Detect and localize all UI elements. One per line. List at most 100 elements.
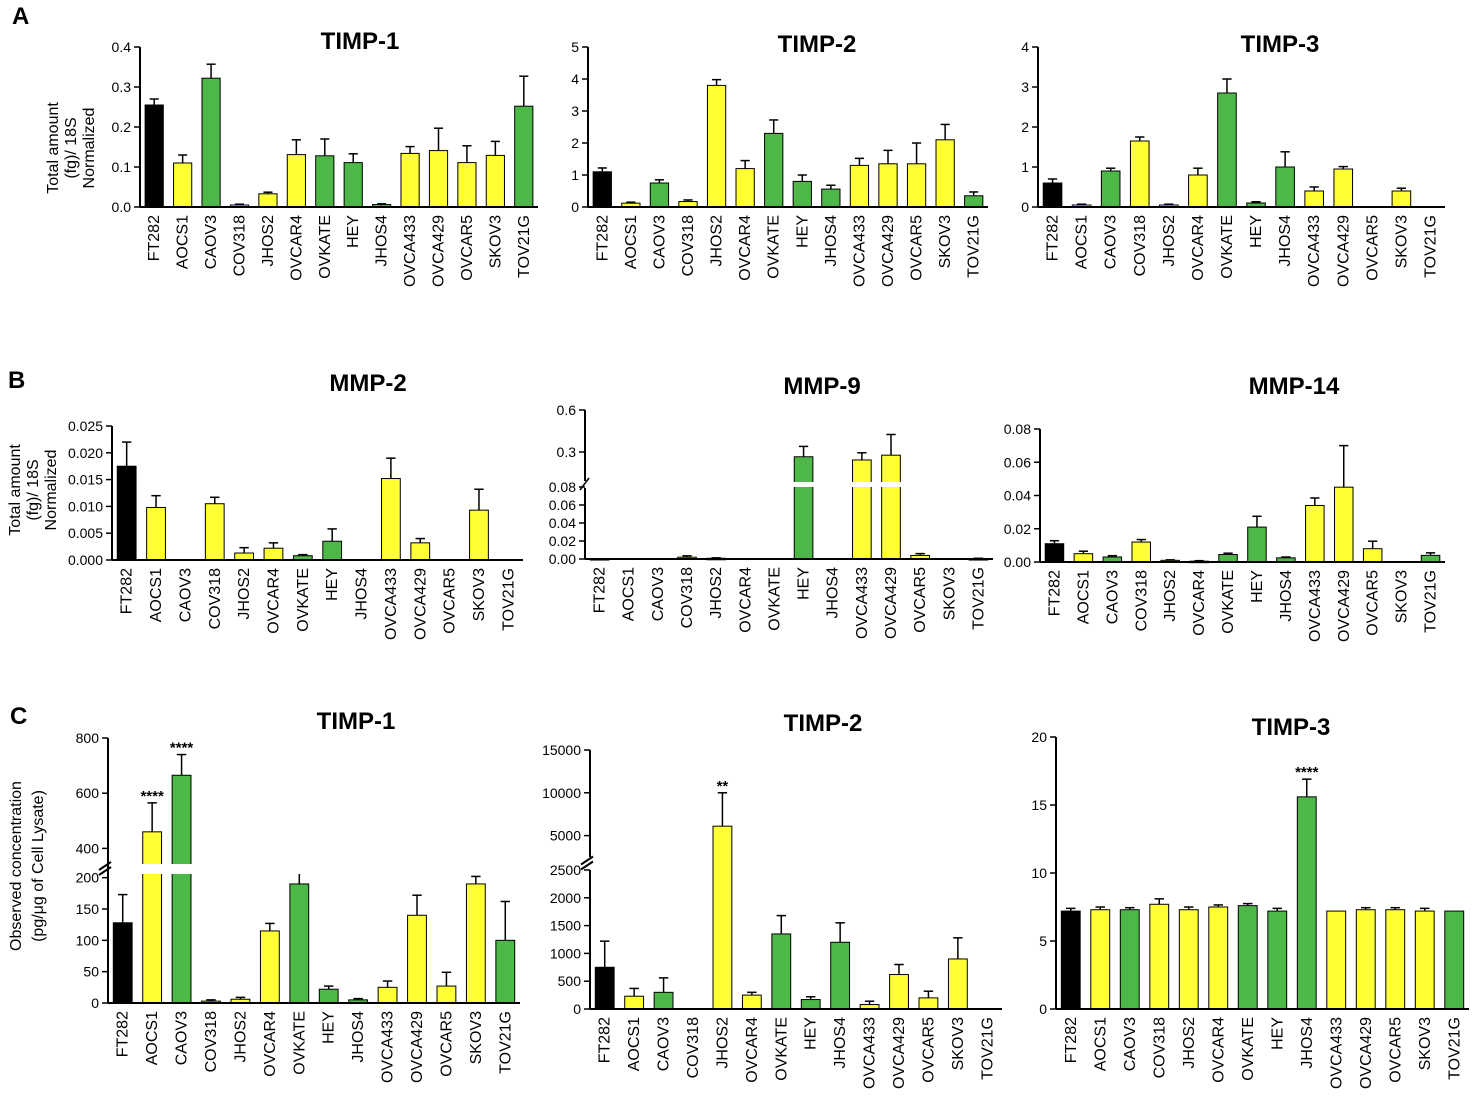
- category-label: OVCA433: [1307, 570, 1324, 642]
- category-label: JHOS2: [709, 215, 726, 267]
- category-label: JHOS2: [236, 568, 253, 620]
- category-label: OVKATE: [773, 1017, 790, 1081]
- category-label: COV318: [685, 1017, 702, 1078]
- category-label: JHOS4: [1277, 215, 1294, 267]
- bar-aocs1: [173, 162, 193, 208]
- bar-ovkate: [1217, 92, 1237, 208]
- axis-break-mark: [98, 861, 112, 871]
- y-tick-label: 0.02: [549, 533, 576, 549]
- bar-aocs1: [142, 831, 163, 1004]
- bar-ovca429: [428, 150, 449, 208]
- category-label: OVKATE: [1240, 1017, 1257, 1081]
- category-label: OVCA433: [1306, 215, 1323, 287]
- category-label: CAOV3: [651, 215, 668, 269]
- y-tick-label: 2: [1021, 119, 1029, 135]
- category-label: TOV21G: [500, 568, 517, 631]
- bar-jhos4: [1275, 166, 1295, 208]
- bar-skov3: [1391, 190, 1412, 208]
- axis-break-mark: [580, 855, 594, 866]
- category-label: OVKATE: [317, 215, 334, 279]
- category-label: CAOV3: [656, 1017, 673, 1071]
- y-tick-label: 10000: [542, 785, 581, 801]
- y-tick-label: 150: [76, 901, 100, 917]
- significance-label: **: [717, 778, 729, 795]
- bar-ovca429: [410, 542, 431, 561]
- chart-title: TIMP-1: [321, 28, 400, 55]
- bar-ovkate: [315, 155, 335, 208]
- bar-ovca433: [849, 164, 870, 208]
- bar-jhos2: [1178, 909, 1199, 1010]
- category-label: OVCA429: [883, 567, 900, 639]
- bar-ovkate: [289, 883, 310, 1004]
- bar-ovcar4: [1188, 174, 1208, 208]
- category-label: FT282: [597, 1017, 614, 1063]
- y-tick-label: 0.02: [1004, 521, 1031, 537]
- category-label: JHOS4: [350, 1011, 367, 1063]
- category-label: HEY: [803, 1017, 820, 1050]
- y-tick-label: 0.1: [112, 159, 132, 175]
- y-tick-label: 15: [1031, 797, 1047, 813]
- category-label: CAOV3: [174, 1011, 191, 1065]
- bar-aocs1: [146, 506, 166, 561]
- y-tick-label: 0.06: [1004, 454, 1031, 470]
- category-label: OVCAR5: [1387, 1017, 1404, 1083]
- category-label: SKOV3: [487, 215, 504, 268]
- chart-b1: MMP-2 FT282 AOCS1 CAOV3 COV318 JHOS2 OVCAR4 OVK…: [68, 370, 523, 640]
- y-tick-label: 0.015: [68, 472, 103, 488]
- bar-ovkate: [1237, 905, 1258, 1010]
- y-label-line: Normalized: [81, 108, 98, 189]
- bar-skov3: [1414, 910, 1435, 1010]
- y-tick-label: 2: [571, 135, 579, 151]
- category-label: AOCS1: [1075, 570, 1092, 624]
- category-label: JHOS2: [1161, 215, 1178, 267]
- bar-hey: [343, 162, 363, 208]
- bar-ovca429: [1333, 486, 1354, 563]
- y-tick-label: 0.00: [549, 551, 576, 567]
- category-label: OVCA429: [431, 215, 448, 287]
- bar-hey: [793, 456, 814, 560]
- bar-ovcar4: [735, 168, 755, 208]
- category-label: SKOV3: [468, 1011, 485, 1064]
- category-label: JHOS4: [825, 567, 842, 619]
- category-label: OVCA429: [412, 568, 429, 640]
- bar-ovca429: [1333, 168, 1354, 208]
- panel-letter-c: C: [10, 703, 27, 730]
- y-tick-label: 0.005: [68, 525, 103, 541]
- y-tick-label: 0: [1021, 199, 1029, 215]
- category-label: OVCA429: [409, 1011, 426, 1083]
- axis-break-mark: [98, 866, 112, 876]
- category-label: JHOS2: [714, 1017, 731, 1069]
- category-label: COV318: [680, 215, 697, 276]
- y-label-line: Total amount: [7, 444, 24, 536]
- category-label: AOCS1: [621, 567, 638, 621]
- category-label: TOV21G: [1422, 215, 1439, 278]
- bar-jhos4: [1296, 796, 1317, 1010]
- category-label: FT282: [119, 568, 136, 614]
- axis-break-mark: [580, 860, 594, 871]
- category-label: OVCA429: [1358, 1017, 1375, 1089]
- category-label: FT282: [1046, 570, 1063, 616]
- bar-jhos4: [821, 188, 841, 208]
- bar-ovca433: [377, 986, 398, 1004]
- bar-ft282: [116, 465, 137, 561]
- bar-ft282: [1042, 182, 1063, 208]
- category-label: JHOS4: [354, 568, 371, 620]
- y-tick-label: 10: [1031, 865, 1047, 881]
- y-tick-label: 1000: [550, 945, 581, 961]
- category-label: SKOV3: [941, 567, 958, 620]
- category-label: JHOS2: [708, 567, 725, 619]
- category-label: HEY: [796, 567, 813, 600]
- chart-title: TIMP-1: [317, 708, 396, 735]
- bar-tov21g: [964, 195, 984, 208]
- category-label: CAOV3: [1122, 1017, 1139, 1071]
- bar-skov3: [465, 883, 486, 1004]
- y-tick-label: 2500: [550, 862, 581, 878]
- category-label: OVCAR4: [737, 215, 754, 281]
- category-label: COV318: [207, 568, 224, 629]
- bar-ft282: [112, 922, 133, 1004]
- category-label: OVCAR5: [1365, 570, 1382, 636]
- category-label: OVCAR5: [912, 567, 929, 633]
- category-label: AOCS1: [626, 1017, 643, 1071]
- category-label: SKOV3: [471, 568, 488, 621]
- y-tick-label: 1: [571, 167, 579, 183]
